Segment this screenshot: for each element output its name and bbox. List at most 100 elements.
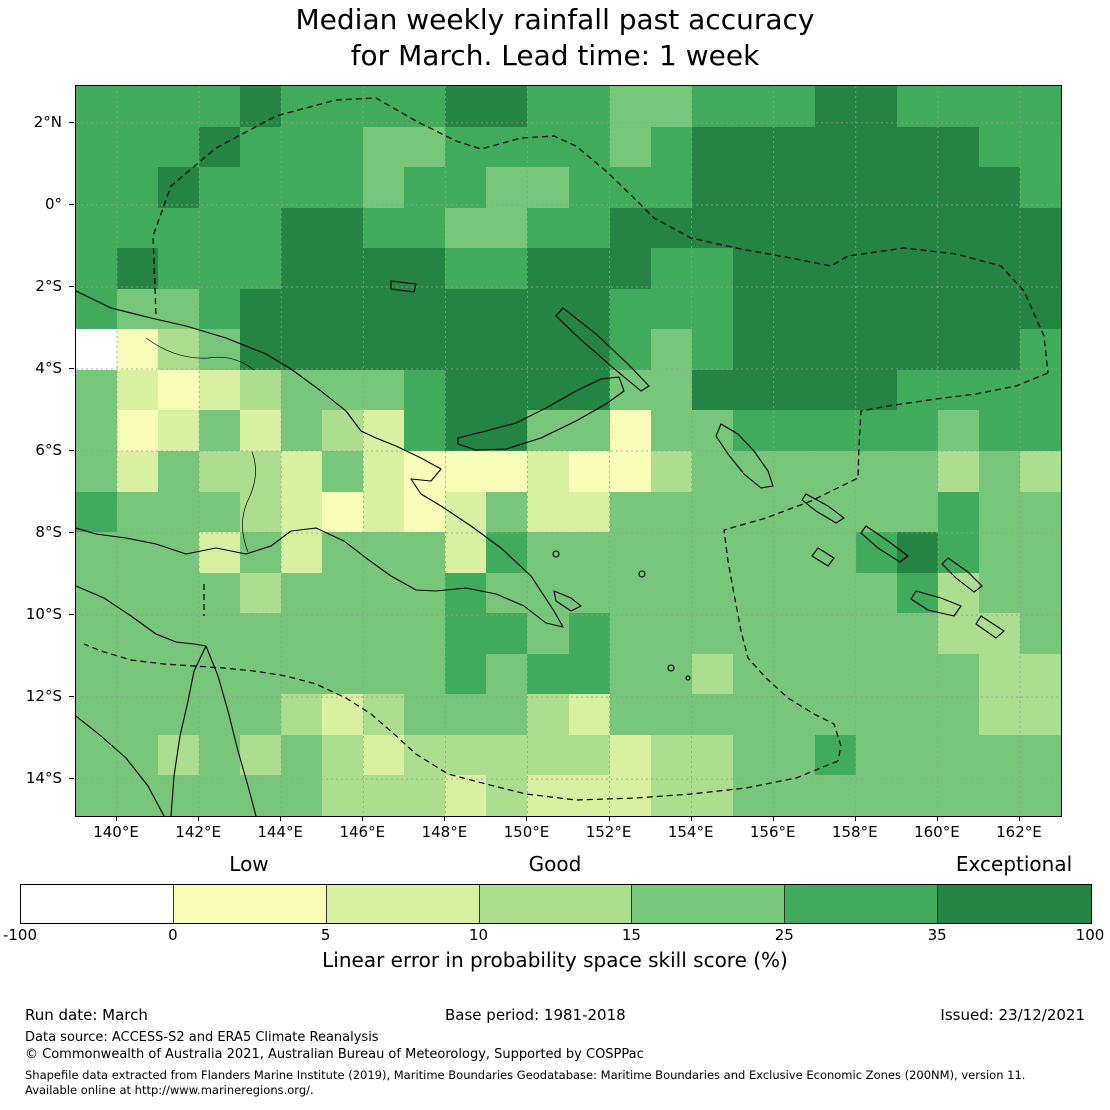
heatmap-cell	[609, 775, 651, 816]
heatmap-cell	[363, 369, 405, 411]
heatmap-cell	[486, 86, 528, 127]
heatmap-cell	[158, 572, 200, 614]
heatmap-cell	[568, 451, 610, 492]
heatmap-cell	[609, 572, 651, 614]
heatmap-cell	[404, 248, 446, 289]
heatmap-cell	[814, 288, 856, 330]
heatmap-cell	[691, 288, 733, 330]
heatmap-cell	[691, 694, 733, 735]
heatmap-cell	[978, 694, 1020, 735]
heatmap-cell	[240, 329, 282, 370]
x-axis-tickmark	[362, 816, 364, 821]
heatmap-cell	[773, 410, 815, 451]
heatmap-cell	[322, 126, 364, 168]
heatmap-cell	[978, 410, 1020, 451]
heatmap-cell	[445, 572, 487, 614]
heatmap-cell	[404, 572, 446, 614]
heatmap-cell	[732, 288, 774, 330]
heatmap-cell	[1019, 410, 1061, 451]
heatmap-cell	[199, 572, 241, 614]
heatmap-cell	[732, 532, 774, 573]
heatmap-cell	[609, 329, 651, 370]
heatmap-cell	[650, 532, 692, 573]
heatmap-cell	[937, 653, 979, 695]
heatmap-cell	[773, 369, 815, 411]
heatmap-cell	[527, 572, 569, 614]
heatmap-cell	[281, 532, 323, 573]
heatmap-cell	[978, 775, 1020, 816]
heatmap-cell	[650, 248, 692, 289]
y-axis-tickmark	[69, 532, 74, 534]
heatmap-cell	[650, 694, 692, 735]
heatmap-cell	[814, 572, 856, 614]
x-axis-tick-label: 142°E	[175, 823, 221, 841]
heatmap-cell	[117, 329, 159, 370]
heatmap-cell	[855, 491, 897, 533]
heatmap-cell	[568, 775, 610, 816]
x-axis-tick-label: 156°E	[749, 823, 796, 841]
heatmap-cell	[1019, 694, 1061, 735]
heatmap-cell	[363, 491, 405, 533]
heatmap-cell	[978, 288, 1020, 330]
heatmap-cell	[650, 207, 692, 249]
x-axis-tick-label: 158°E	[831, 823, 878, 841]
heatmap-cell	[732, 369, 774, 411]
heatmap-cell	[404, 288, 446, 330]
x-axis-tickmark	[936, 816, 938, 821]
heatmap-cell	[527, 248, 569, 289]
heatmap-cell	[814, 207, 856, 249]
heatmap-cell	[199, 653, 241, 695]
heatmap-cell	[937, 369, 979, 411]
heatmap-cell	[199, 207, 241, 249]
heatmap-cell	[691, 126, 733, 168]
heatmap-cell	[650, 167, 692, 208]
chart-title: Median weekly rainfall past accuracy for…	[0, 2, 1110, 74]
heatmap-cell	[404, 167, 446, 208]
heatmap-cell	[322, 451, 364, 492]
heatmap-cell	[978, 653, 1020, 695]
heatmap-cell	[773, 734, 815, 776]
heatmap-cell	[732, 126, 774, 168]
heatmap-cell	[732, 653, 774, 695]
shapefile-note-line1: Shapefile data extracted from Flanders M…	[25, 1068, 1026, 1082]
colorbar-tick-label: -100	[2, 926, 38, 944]
heatmap-cell	[896, 613, 938, 654]
heatmap-cell	[281, 167, 323, 208]
heatmap-cell	[322, 694, 364, 735]
x-axis-tick-label: 150°E	[503, 823, 550, 841]
y-axis-tick-label: 2°S	[35, 276, 62, 295]
map-plot	[75, 85, 1062, 817]
chart-title-line1: Median weekly rainfall past accuracy	[295, 3, 815, 36]
x-axis-tick-label: 144°E	[257, 823, 303, 841]
heatmap-cell	[568, 613, 610, 654]
heatmap-cell	[773, 288, 815, 330]
heatmap-cell	[691, 248, 733, 289]
heatmap-cell	[527, 775, 569, 816]
colorbar-segment	[938, 885, 1091, 923]
heatmap-cell	[445, 86, 487, 127]
heatmap-cell	[732, 734, 774, 776]
heatmap-cell	[896, 694, 938, 735]
heatmap-cell	[691, 572, 733, 614]
heatmap-cell	[363, 451, 405, 492]
heatmap-cell	[609, 207, 651, 249]
heatmap-cell	[445, 207, 487, 249]
heatmap-cell	[158, 167, 200, 208]
heatmap-cell	[773, 775, 815, 816]
heatmap-cell	[117, 653, 159, 695]
colorbar-tick-label: 100	[1075, 926, 1105, 944]
heatmap-cell	[199, 167, 241, 208]
heatmap-cell	[937, 86, 979, 127]
heatmap-cell	[240, 613, 282, 654]
heatmap-cell	[281, 126, 323, 168]
heatmap-cell	[937, 167, 979, 208]
heatmap-cell	[281, 86, 323, 127]
x-axis-tick-label: 140°E	[93, 823, 139, 841]
heatmap-cell	[240, 491, 282, 533]
heatmap-cell	[732, 451, 774, 492]
y-axis-tick-label: 6°S	[35, 441, 62, 459]
colorbar-tick-label: 10	[469, 926, 489, 944]
heatmap-cell	[855, 572, 897, 614]
base-period: Base period: 1981-2018	[445, 1006, 626, 1024]
heatmap-cell	[322, 329, 364, 370]
